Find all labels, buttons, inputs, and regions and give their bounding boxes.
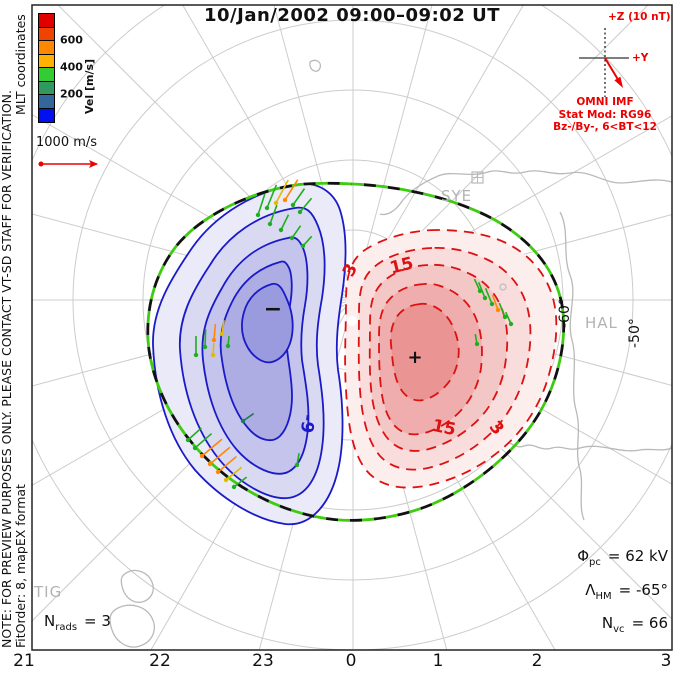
contour-label-red-15-bottom: 15 <box>430 415 458 441</box>
mlt-tick-2: 2 <box>531 651 543 671</box>
negative-convection-cell <box>152 182 347 526</box>
imf-dial <box>579 28 629 97</box>
imf-y-axis-label: +Y <box>632 52 649 64</box>
preview-note: NOTE: FOR PREVIEW PURPOSES ONLY. PLEASE … <box>0 90 14 648</box>
negative-cell-center-marker: − <box>263 297 283 322</box>
contour-label-blue-9: -9 <box>295 412 319 435</box>
scale-vector-label: 1000 m/s <box>36 135 98 150</box>
scale-vector-arrow <box>38 160 98 168</box>
positive-cell-center-marker: + <box>407 347 423 368</box>
colorbar-segment <box>39 108 54 122</box>
stat-n-vc: Nvc = 66 <box>601 614 668 635</box>
flow-vectors <box>185 179 514 490</box>
stat-nrads-symbol: N <box>44 612 56 630</box>
stat-lambda-hm: ΛHM = -65° <box>585 581 668 602</box>
coordinates-note: MLT coordinates <box>13 14 28 115</box>
stat-phi-pc: Φpc = 62 kV <box>577 547 668 568</box>
mlt-tick-3: 3 <box>660 651 672 671</box>
imf-arrow <box>614 76 623 88</box>
imf-conditions-label: Bz-/By-, 6<BT<12 <box>553 121 657 133</box>
colorbar-segment <box>39 41 54 55</box>
station-label-sye: SYE <box>441 187 473 205</box>
colorbar-segment <box>39 54 54 68</box>
mlt-tick-21: 21 <box>13 651 35 671</box>
stat-nvc-symbol: N <box>601 614 614 632</box>
colorbar-segment <box>39 14 54 28</box>
stat-phi-symbol: Φ <box>577 547 589 565</box>
mlt-tick-22: 22 <box>149 651 171 671</box>
imf-model-label: Stat Mod: RG96 <box>558 109 652 121</box>
mlt-tick-23: 23 <box>252 651 274 671</box>
colorbar-segment <box>39 68 54 82</box>
hm-boundary <box>146 181 566 522</box>
colorbar-label: Vel [m/s] <box>83 58 96 114</box>
latitude-label-50: -50° <box>627 318 643 348</box>
mlt-tick-1: 1 <box>432 651 444 671</box>
colorbar-tick-600: 600 <box>60 33 83 47</box>
radar-site-marker <box>471 171 507 291</box>
fit-order-note: FitOrder: 8, mapEX format <box>13 484 28 648</box>
colorbar-tick-400: 400 <box>60 60 83 74</box>
imf-z-axis-label: +Z (10 nT) <box>608 11 671 23</box>
velocity-colorbar <box>38 13 55 123</box>
plot-frame <box>31 4 673 651</box>
mlt-tick-0: 0 <box>345 651 357 671</box>
latitude-label-60: -60° <box>557 298 573 328</box>
figure-title: 10/Jan/2002 09:00–09:02 UT <box>204 5 500 26</box>
colorbar-tick-200: 200 <box>60 87 83 101</box>
imf-source-label: OMNI IMF <box>576 96 634 108</box>
colorbar-segment <box>39 27 54 41</box>
stat-n-rads: Nrads = 3 <box>44 612 111 633</box>
station-label-hal: HAL <box>585 314 618 332</box>
colorbar-segment <box>39 95 54 109</box>
colorbar-segment <box>39 81 54 95</box>
station-label-tig: TIG <box>34 583 63 601</box>
pole-marker <box>347 316 357 326</box>
stat-lambda-symbol: Λ <box>585 581 596 599</box>
positive-convection-cell <box>344 229 558 489</box>
